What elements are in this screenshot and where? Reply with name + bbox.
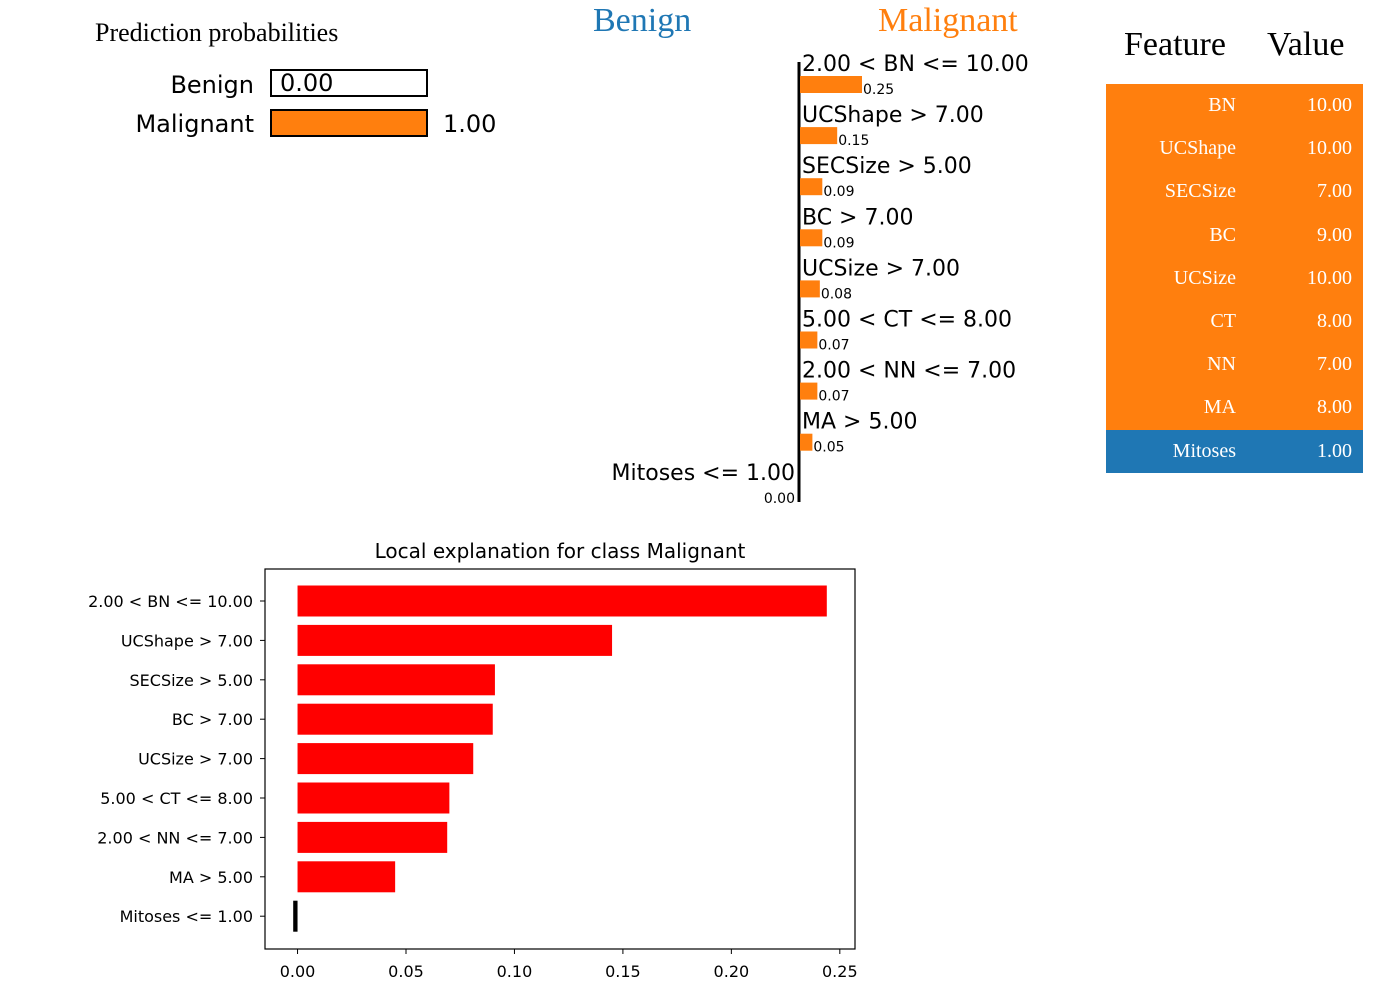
local-bar — [297, 821, 448, 853]
explanation-bar-label: UCShape > 7.00 — [802, 103, 984, 128]
local-ytick-label: SECSize > 5.00 — [130, 671, 253, 690]
explanation-bar — [800, 433, 813, 451]
local-bar — [297, 703, 493, 735]
explanation-bar-value: 0.07 — [818, 389, 849, 405]
feature-value-table: BN 10.00 UCShape 10.00 SECSize 7.00 BC 9.00 UCSi… — [1106, 84, 1363, 473]
class-header-benign: Benign — [593, 2, 692, 39]
table-row: BN 10.00 — [1106, 84, 1363, 128]
local-ytick-label: Mitoses <= 1.00 — [120, 907, 253, 926]
explanation-bar — [800, 382, 818, 400]
explanation-bar-label: 2.00 < BN <= 10.00 — [802, 52, 1029, 77]
pp-fill-malignant — [272, 111, 426, 135]
pp-value-malignant: 1.00 — [443, 110, 497, 138]
local-bar — [297, 743, 474, 775]
local-xtick-label: 0.25 — [822, 962, 858, 981]
local-bar — [297, 782, 450, 814]
table-cell-feature: BN — [1208, 94, 1236, 117]
local-ytick-label: MA > 5.00 — [169, 868, 253, 887]
local-chart-title: Local explanation for class Malignant — [375, 539, 746, 563]
local-xtick-label: 0.05 — [388, 962, 424, 981]
table-row: UCShape 10.00 — [1106, 127, 1363, 171]
table-row: BC 9.00 — [1106, 213, 1363, 257]
explanation-bar — [800, 229, 823, 247]
table-header-value: Value — [1267, 26, 1345, 63]
table-cell-value: 10.00 — [1307, 266, 1352, 289]
prediction-probabilities-title: Prediction probabilities — [95, 18, 339, 47]
explanation-bar-label: BC > 7.00 — [802, 205, 913, 230]
local-ytick-label: UCSize > 7.00 — [138, 750, 253, 769]
class-header-malignant: Malignant — [878, 2, 1018, 39]
explanation-bar-label: 2.00 < NN <= 7.00 — [802, 359, 1016, 384]
explanation-bar-label: MA > 5.00 — [802, 410, 917, 435]
explanation-bar-value: 0.07 — [818, 338, 849, 354]
table-cell-feature: UCSize — [1173, 266, 1236, 289]
table-cell-value: 10.00 — [1307, 137, 1352, 160]
explanation-bar-value: 0.08 — [821, 286, 852, 302]
table-cell-value: 1.00 — [1317, 439, 1352, 462]
local-xtick-label: 0.15 — [605, 962, 641, 981]
local-ytick-label: 2.00 < NN <= 7.00 — [97, 828, 253, 847]
explanation-bar — [800, 331, 818, 349]
local-xtick-label: 0.20 — [714, 962, 750, 981]
pp-bar-malignant — [270, 109, 428, 137]
table-cell-feature: UCShape — [1159, 137, 1236, 160]
pp-label-malignant: Malignant — [135, 110, 254, 138]
pp-bar-benign: 0.00 — [270, 69, 428, 97]
pp-value-benign: 0.00 — [280, 69, 334, 97]
local-xtick-label: 0.00 — [280, 962, 316, 981]
local-bar — [297, 861, 396, 893]
explanation-bar-value: 0.09 — [823, 184, 854, 200]
table-cell-feature: NN — [1207, 353, 1236, 376]
local-explanation-chart: Local explanation for class Malignant 2.… — [88, 539, 858, 981]
local-ytick-label: UCShape > 7.00 — [121, 631, 253, 650]
local-bar — [293, 900, 298, 932]
local-bar — [297, 624, 613, 656]
explanation-bar-label: 5.00 < CT <= 8.00 — [802, 308, 1012, 333]
explanation-bar-value: 0.05 — [813, 440, 844, 456]
local-ytick-label: BC > 7.00 — [172, 710, 253, 729]
table-cell-value: 8.00 — [1317, 396, 1352, 419]
explanation-bar — [800, 76, 862, 93]
pp-label-benign: Benign — [170, 71, 254, 99]
table-cell-value: 9.00 — [1317, 223, 1352, 246]
table-row: MA 8.00 — [1106, 386, 1363, 430]
table-cell-feature: CT — [1210, 310, 1236, 333]
explanation-chart: 2.00 < BN <= 10.00 0.25 UCShape > 7.00 0.15… — [612, 52, 1029, 507]
table-cell-value: 10.00 — [1307, 94, 1352, 117]
table-cell-feature: MA — [1203, 396, 1236, 419]
explanation-bar-value: 0.15 — [838, 133, 869, 149]
table-cell-value: 7.00 — [1317, 353, 1352, 376]
table-row: CT 8.00 — [1106, 299, 1363, 344]
explanation-bar — [800, 178, 823, 196]
table-cell-value: 7.00 — [1317, 180, 1352, 203]
explanation-bar-label: Mitoses <= 1.00 — [612, 461, 795, 486]
explanation-bar-value: 0.25 — [863, 82, 894, 98]
explanation-bar-label: UCSize > 7.00 — [802, 256, 960, 281]
local-xtick-label: 0.10 — [497, 962, 533, 981]
explanation-bar — [800, 127, 838, 145]
explanation-bar — [800, 280, 820, 298]
table-row: SECSize 7.00 — [1106, 170, 1363, 214]
table-cell-value: 8.00 — [1317, 310, 1352, 333]
table-row: UCSize 10.00 — [1106, 256, 1363, 300]
local-bar — [297, 664, 495, 696]
local-ytick-label: 2.00 < BN <= 10.00 — [88, 592, 253, 611]
table-row: Mitoses 1.00 — [1106, 429, 1363, 473]
table-cell-feature: Mitoses — [1172, 439, 1236, 462]
table-row: NN 7.00 — [1106, 343, 1363, 387]
table-cell-feature: BC — [1209, 223, 1236, 246]
explanation-bar-value: 0.09 — [823, 235, 854, 251]
local-bar — [297, 585, 827, 617]
table-header-feature: Feature — [1124, 26, 1226, 63]
table-cell-feature: SECSize — [1164, 180, 1236, 203]
local-ytick-label: 5.00 < CT <= 8.00 — [100, 789, 253, 808]
explanation-bar-value: 0.00 — [764, 491, 795, 507]
explanation-bar-label: SECSize > 5.00 — [802, 154, 972, 179]
